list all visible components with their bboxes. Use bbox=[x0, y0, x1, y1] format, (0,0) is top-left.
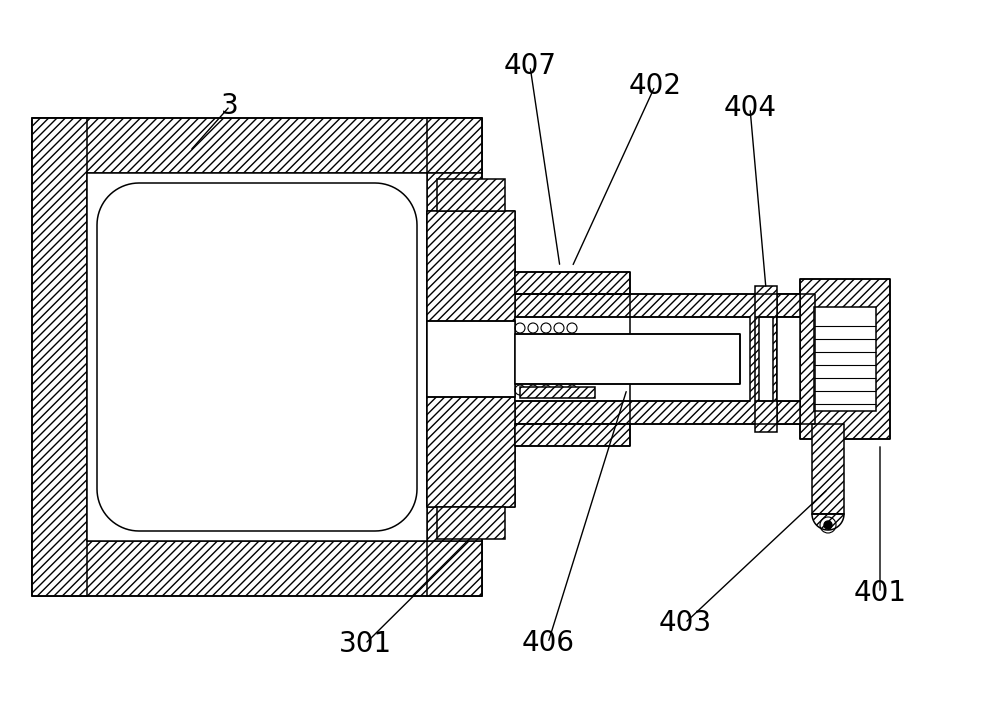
Bar bbox=[515, 424, 630, 446]
Text: 407: 407 bbox=[504, 52, 556, 80]
Text: 403: 403 bbox=[658, 609, 712, 637]
Circle shape bbox=[824, 521, 832, 529]
Bar bbox=[515, 294, 815, 424]
Bar bbox=[800, 279, 890, 439]
Text: 402: 402 bbox=[629, 72, 682, 100]
Bar bbox=[515, 272, 630, 294]
Bar bbox=[515, 317, 750, 401]
Bar bbox=[777, 294, 800, 424]
Bar bbox=[777, 317, 800, 401]
Bar bbox=[777, 317, 800, 401]
Bar bbox=[755, 286, 777, 432]
Bar bbox=[759, 317, 773, 401]
Bar bbox=[427, 173, 482, 541]
Bar bbox=[427, 541, 482, 596]
Bar bbox=[427, 118, 482, 173]
Text: 3: 3 bbox=[221, 92, 239, 120]
Bar bbox=[32, 118, 482, 173]
Bar bbox=[437, 179, 505, 211]
Polygon shape bbox=[812, 514, 844, 530]
Bar bbox=[814, 307, 876, 411]
Bar bbox=[32, 541, 482, 596]
Bar bbox=[427, 321, 515, 397]
Text: 401: 401 bbox=[854, 579, 906, 607]
Text: 404: 404 bbox=[724, 94, 776, 122]
Bar bbox=[812, 424, 844, 514]
Text: 301: 301 bbox=[338, 630, 392, 658]
Bar bbox=[437, 507, 505, 539]
Polygon shape bbox=[97, 183, 417, 531]
Bar bbox=[520, 387, 595, 398]
Bar bbox=[87, 173, 427, 541]
Text: 406: 406 bbox=[522, 629, 574, 657]
Bar bbox=[427, 211, 515, 507]
Bar bbox=[32, 118, 87, 596]
Bar bbox=[515, 334, 740, 384]
